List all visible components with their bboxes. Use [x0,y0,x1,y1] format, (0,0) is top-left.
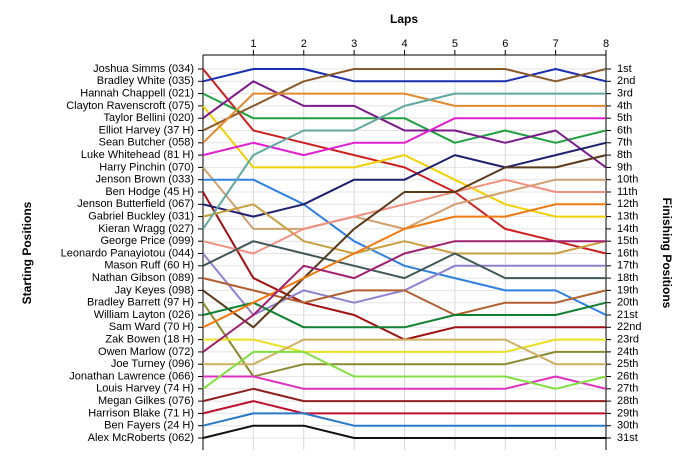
start-label: Alex McRoberts (062) [88,432,194,444]
y2-tick-label: 30th [617,420,638,432]
start-label: Taylor Bellini (020) [104,112,194,124]
y2-tick-label: 31st [617,432,638,444]
start-label: Elliot Harvey (37 H) [99,124,194,136]
y2-tick-label: 25th [617,358,638,370]
series-line [202,424,606,439]
series-line [202,400,606,415]
x-tick-label: 3 [351,38,357,50]
y2-tick-label: 9th [617,161,632,173]
start-label: Bradley White (035) [97,75,194,87]
series-line [202,240,606,280]
y2-tick-label: 19th [617,284,638,296]
y2-tick-label: 17th [617,260,638,272]
x-tick-label: 5 [452,38,458,50]
y2-tick-label: 21st [617,309,638,321]
start-label: Bradley Barrett (97 H) [87,297,194,309]
start-label: Jenson Butterfield (067) [77,198,194,210]
series-line [203,338,606,353]
series-line [202,203,606,329]
start-label: Hannah Chappell (021) [80,88,194,100]
y2-tick-label: 24th [617,346,638,358]
y2-tick-label: 4th [617,100,632,112]
y2-tick-label: 20th [617,297,638,309]
y2-tick-label: 23rd [617,334,639,346]
start-label: Joe Turney (096) [111,358,194,370]
x-tick-label: 6 [502,38,508,50]
y2-tick-label: 7th [617,137,632,149]
y2-tick-label: 6th [617,124,632,136]
start-label: Harry Pinchin (070) [99,161,194,173]
y2-tick-label: 15th [617,235,638,247]
start-label: Sean Butcher (058) [99,137,194,149]
series-line [202,92,606,144]
start-label: Sam Ward (70 H) [109,321,194,333]
y2-axis-title: Finishing Positions [660,198,674,309]
start-label: Megan Gilkes (076) [98,395,194,407]
series-line [203,375,607,390]
y2-tick-label: 1st [617,63,632,75]
y-axis-title: Starting Positions [20,201,34,304]
y2-tick-label: 13th [617,211,638,223]
y2-tick-label: 26th [617,370,638,382]
y2-tick-label: 18th [617,272,638,284]
start-label: Ben Fayers (24 H) [104,420,194,432]
x-tick-label: 7 [553,38,559,50]
series-line [202,92,607,144]
y2-tick-label: 29th [617,407,638,419]
series-line [202,68,607,83]
series-line [202,203,607,255]
start-label: George Price (099) [100,235,194,247]
start-label: Ben Hodge (45 H) [105,186,194,198]
start-label: Louis Harvey (74 H) [96,383,194,395]
y2-tick-label: 14th [617,223,638,235]
start-label: Jenson Brown (033) [96,174,194,186]
x-tick-label: 2 [301,38,307,50]
series-line [202,68,607,255]
x-tick-label: 8 [603,38,609,50]
start-label: Joshua Simms (034) [93,63,194,75]
x-tick-label: 1 [250,38,256,50]
start-label: William Layton (026) [94,309,194,321]
start-label: Nathan Gibson (089) [92,272,194,284]
y2-tick-label: 10th [617,174,638,186]
y2-tick-label: 8th [617,149,632,161]
series-line [202,141,607,218]
series-line [202,387,606,403]
start-label: Jonathan Lawrence (066) [69,370,194,382]
y2-tick-label: 16th [617,247,638,259]
series-line [202,350,607,390]
start-label: Kieran Wragg (027) [98,223,194,235]
y2-tick-label: 5th [617,112,632,124]
start-label: Leonardo Panayiotou (044) [61,247,194,259]
start-label: Owen Marlow (072) [98,346,194,358]
start-label: Luke Whitehead (81 H) [81,149,194,161]
x-tick-label: 4 [401,38,407,50]
start-label: Gabriel Buckley (031) [88,211,194,223]
y2-tick-label: 22nd [617,321,641,333]
y2-tick-label: 2nd [617,75,635,87]
y2-tick-label: 3rd [617,88,633,100]
y2-tick-label: 12th [617,198,638,210]
series-line [202,80,607,169]
y2-tick-label: 28th [617,395,638,407]
chart-title: Laps [390,12,418,26]
start-label: Mason Ruff (60 H) [104,260,194,272]
series-line [202,301,607,329]
y2-tick-label: 11th [617,186,638,198]
series-line [203,338,606,366]
series-line [202,105,606,218]
series-line [202,240,606,353]
y2-tick-label: 27th [617,383,638,395]
series-line [202,412,606,427]
series-line [202,68,607,132]
start-label: Jay Keyes (098) [115,284,194,296]
series-line [203,178,607,316]
start-label: Zak Bowen (18 H) [105,334,194,346]
start-label: Harrison Blake (71 H) [88,407,194,419]
start-label: Clayton Ravenscroft (075) [66,100,194,112]
series-line [202,92,606,230]
